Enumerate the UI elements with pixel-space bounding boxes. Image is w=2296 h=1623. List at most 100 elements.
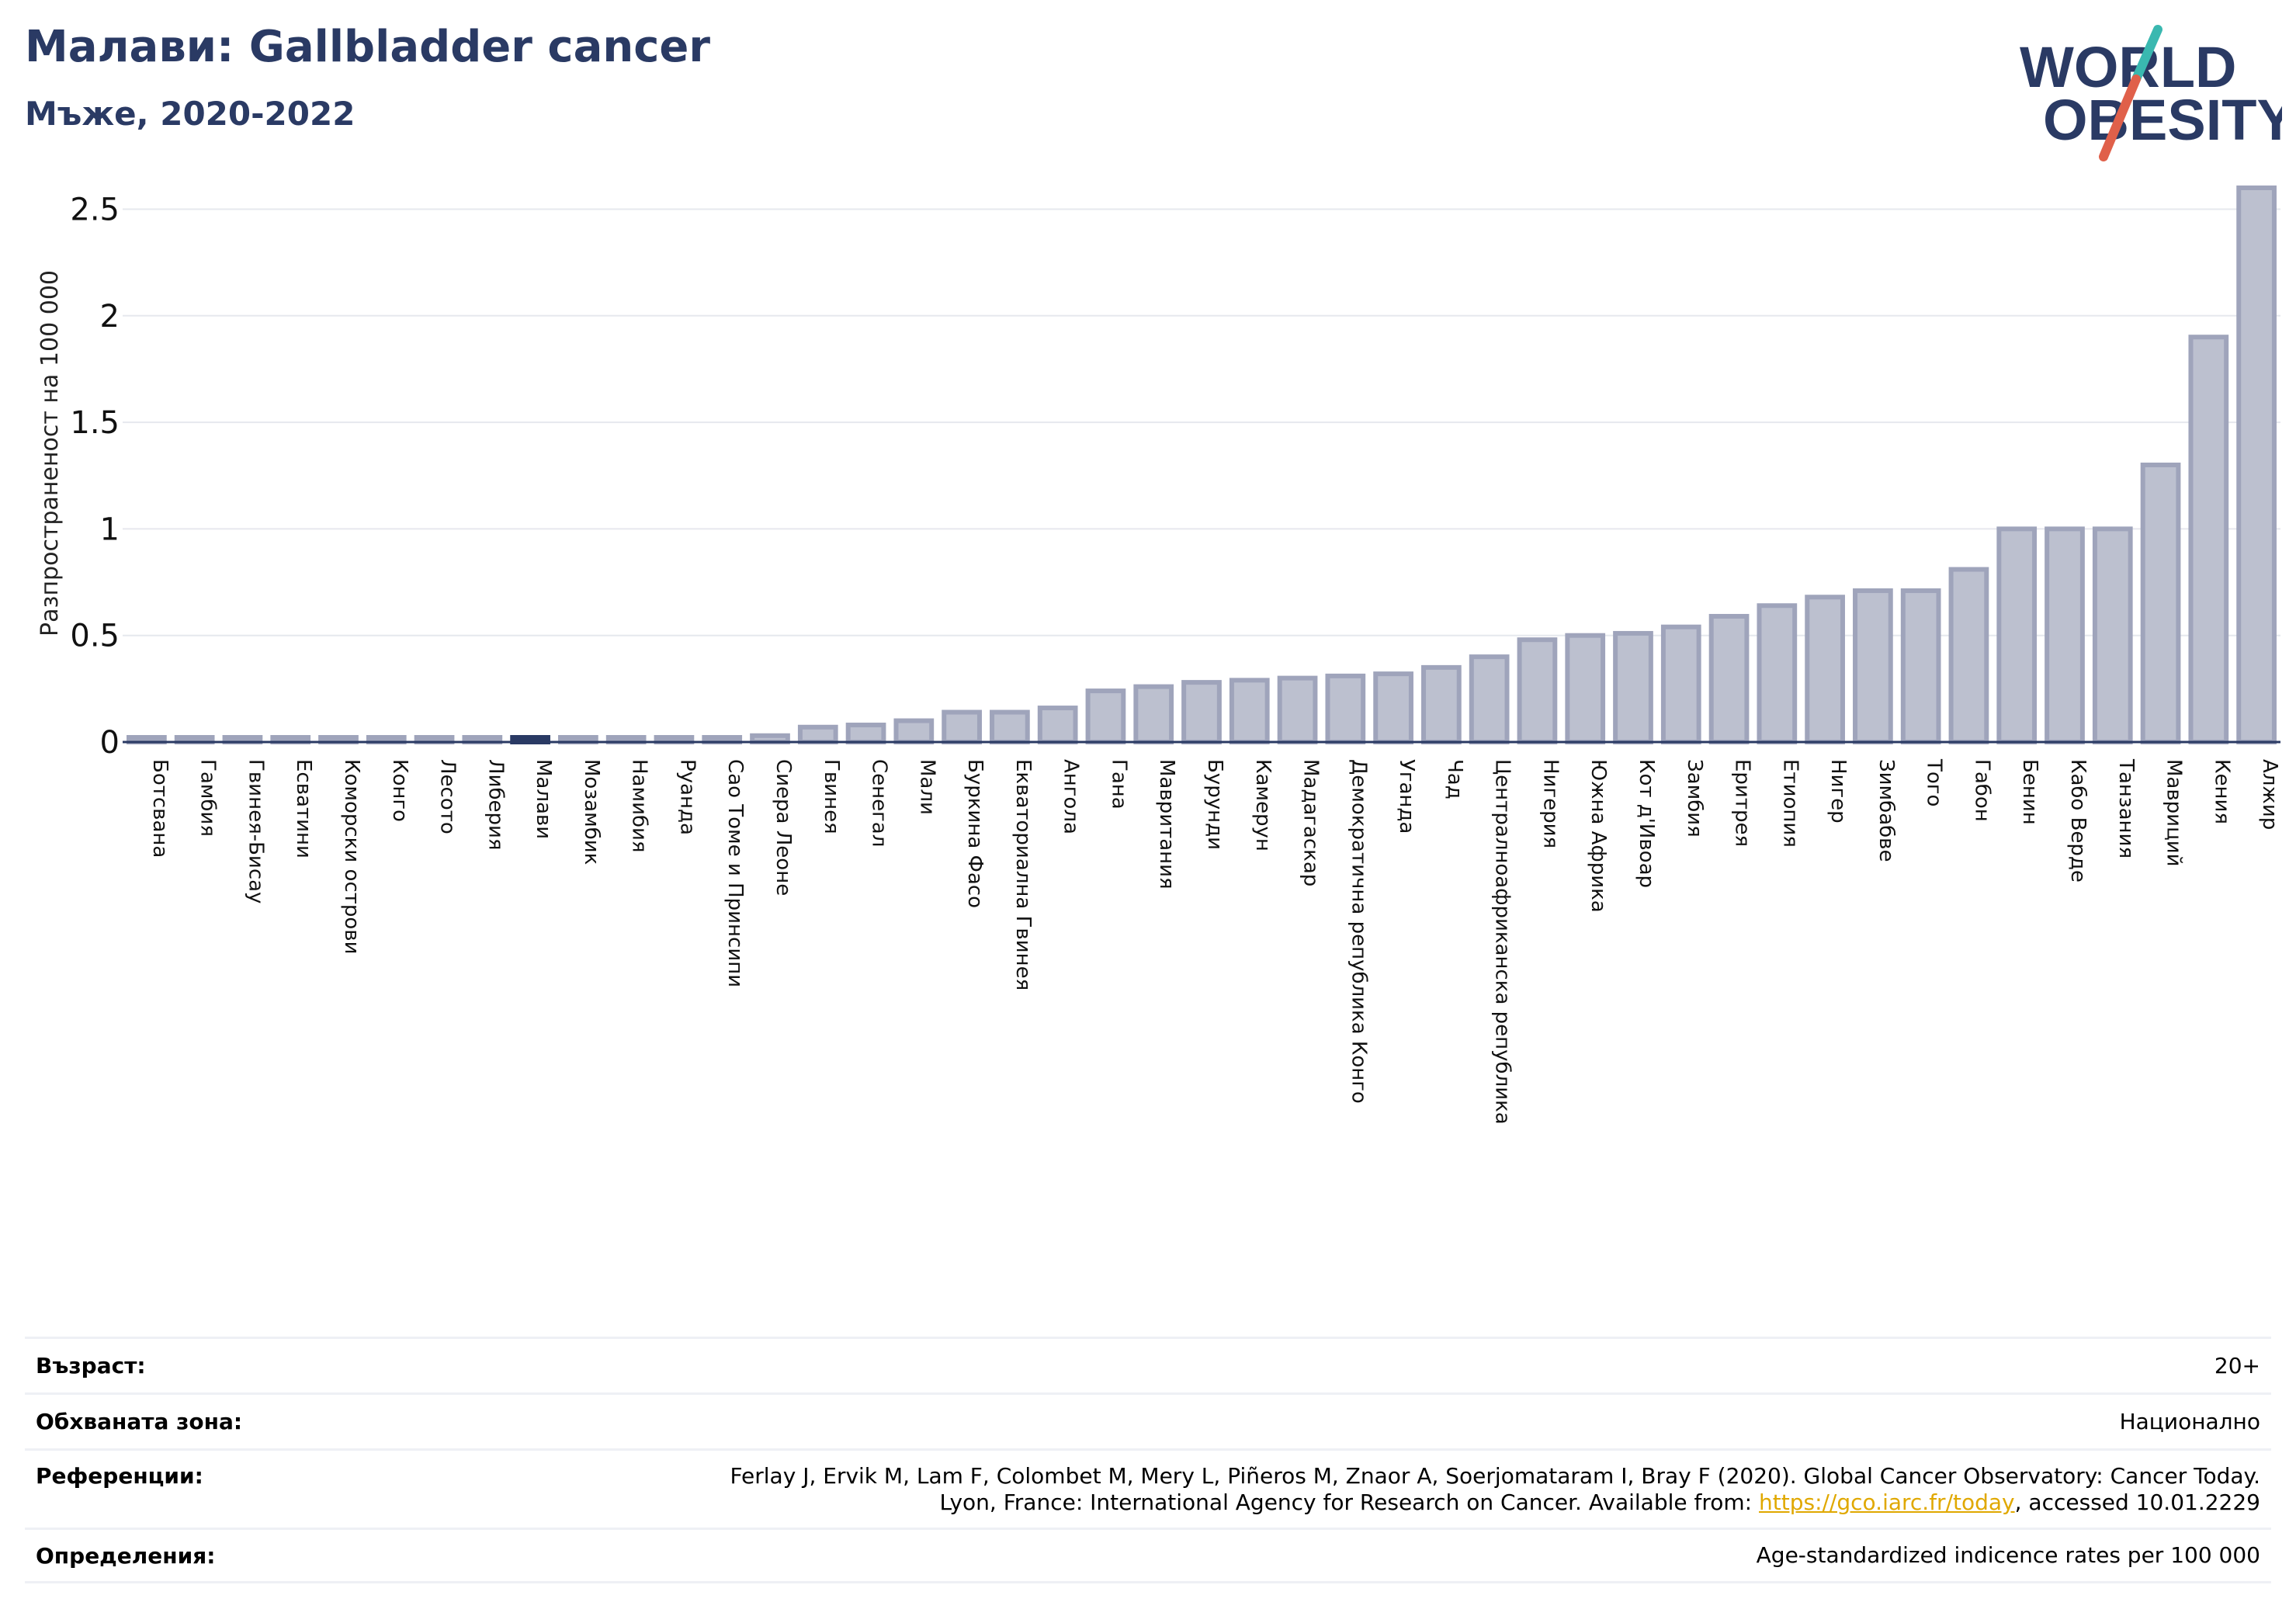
bar [1613,630,1653,745]
definitions-value: Age-standardized indicence rates per 100… [1756,1542,2260,1568]
bar [1757,603,1798,744]
bar [1948,567,1989,744]
x-axis-labels: Ботсвана Гамбия Гвинея-Бисау Есватини Коморс… [148,758,2281,1125]
references-line-2-text: Lyon, France: International Agency for R… [939,1489,1759,1515]
x-tick-label: Руанда [675,759,699,835]
y-tick-label: 2 [100,299,120,335]
age-value: 20+ [2214,1352,2260,1379]
x-tick-label: Конго [388,759,411,822]
x-tick-label: Кения [2210,759,2233,824]
footer-row-age: Възраст: 20+ [25,1337,2271,1392]
x-tick-label: Либерия [484,759,507,851]
x-tick-label: Габон [1970,759,1993,822]
bar [797,724,838,744]
x-tick-label: Танзания [2114,758,2138,858]
bar [1708,613,1750,744]
bar [1900,588,1941,744]
y-tick-label: 1 [100,512,120,547]
bar [1373,671,1413,744]
bar [1421,664,1462,745]
x-tick-label: Кот д'Ивоар [1635,759,1658,888]
x-tick-label: Буркина Фасо [963,759,987,908]
references-label: Референции: [36,1463,203,1489]
x-tick-label: Мавритания [1155,759,1178,890]
references-link[interactable]: https://gco.iarc.fr/today [1759,1489,2015,1515]
x-tick-label: Еритрея [1731,759,1754,847]
footer-row-definitions: Определения: Age-standardized indicence … [25,1528,2271,1583]
x-tick-label: Мали [915,759,938,815]
x-tick-label: Гвинея-Бисау [244,759,267,903]
references-line-2: Lyon, France: International Agency for R… [730,1489,2260,1516]
x-tick-label: Чад [1443,759,1466,799]
definitions-label: Определения: [36,1542,216,1569]
chart-subtitle: Мъже, 2020-2022 [25,95,355,133]
coverage-label: Обхваната зона: [36,1409,243,1434]
references-accessed: , accessed 10.01.2229 [2014,1489,2260,1515]
x-tick-label: Гамбия [196,759,220,837]
y-tick-label: 0 [100,725,120,761]
x-tick-label: Сао Томе и Принсипи [723,759,747,987]
bar [2045,526,2085,745]
logo-slash-red [2099,75,2141,161]
coverage-value: Национално [2119,1408,2260,1434]
references-line-1: Ferlay J, Ervik M, Lam F, Colombet M, Me… [730,1463,2260,1489]
bar [845,723,886,744]
bar [1325,673,1366,744]
x-tick-label: Бурунди [1203,759,1226,850]
footer-row-references: Референции: Ferlay J, Ervik M, Lam F, Co… [25,1448,2271,1528]
bar [1037,706,1078,744]
x-tick-label: Южна Африка [1587,759,1610,913]
bar [2236,186,2277,744]
bar [1853,588,1893,744]
age-label: Възраст: [36,1353,146,1379]
x-tick-label: Гана [1107,759,1130,810]
bar [1133,684,1174,744]
bars [127,186,2277,745]
y-axis-label: Разпространеност на 100 000 [36,270,64,636]
x-tick-label: Мадагаскар [1299,759,1323,886]
bar [2140,463,2181,744]
bar-chart: 0 0.5 1 1.5 2 2.5 Ботсвана Гамбия Гвинея-Бисау Е… [36,186,2281,1125]
x-tick-label: Есватини [292,759,315,858]
x-tick-label: Ботсвана [148,759,172,858]
x-tick-label: Зимбабве [1875,759,1898,862]
x-tick-label: Демократична република Конго [1347,759,1370,1104]
x-tick-label: Нигер [1826,759,1850,824]
y-axis-ticks: 0 0.5 1 1.5 2 2.5 [70,192,120,761]
bar [1805,595,1845,744]
bar [990,709,1030,744]
x-tick-label: Гвинея [820,759,843,834]
logo-text-obesity: OBESITY [2043,88,2282,152]
x-tick-label: Алжир [2258,759,2281,830]
x-tick-label: Мозамбик [580,759,603,865]
logo-slash-teal [2131,25,2162,84]
y-tick-label: 2.5 [70,192,120,227]
chart-title: Малави: Gallbladder cancer [25,22,711,72]
y-tick-label: 0.5 [70,619,120,654]
chart-footer: Възраст: 20+ Обхваната зона: Национално … [25,1337,2271,1583]
x-tick-label: Сиера Леоне [772,759,795,896]
bar [1181,680,1222,744]
x-tick-label: Того [1923,758,1946,806]
bar [1469,654,1510,745]
bar [1565,633,1606,745]
bar [2092,526,2133,745]
x-tick-label: Коморски острови [340,759,363,955]
x-tick-label: Уганда [1395,759,1418,834]
x-tick-label: Нигерия [1538,759,1562,848]
y-tick-label: 1.5 [70,405,120,441]
x-tick-label: Екваториална Гвинея [1011,759,1035,990]
x-tick-label: Малави [532,759,555,839]
x-tick-label: Кабо Верде [2066,759,2090,883]
x-tick-label: Лесото [436,759,460,834]
bar [2188,335,2229,744]
bar [1229,678,1270,744]
world-obesity-logo: WORLD OBESITY [2020,25,2282,161]
bar [1085,688,1126,744]
x-tick-label: Бенин [2018,759,2041,825]
x-tick-label: Камерун [1251,759,1275,851]
bar [1517,637,1558,745]
bar [893,718,935,744]
x-tick-label: Етиопия [1778,759,1802,848]
x-tick-label: Сенегал [868,759,891,847]
